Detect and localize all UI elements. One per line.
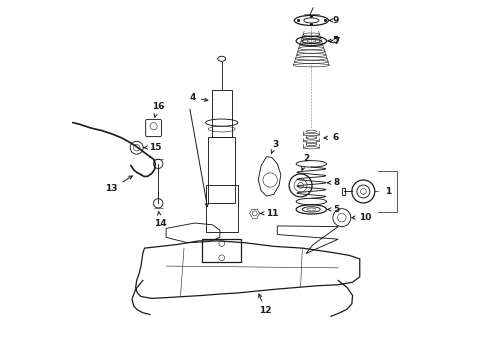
Text: 9: 9	[329, 16, 339, 25]
Text: 14: 14	[154, 212, 167, 228]
Text: 10: 10	[352, 213, 371, 222]
Text: 5: 5	[328, 36, 339, 45]
Text: 4: 4	[190, 93, 208, 102]
Text: 7: 7	[330, 37, 340, 46]
Text: 8: 8	[327, 178, 340, 187]
Text: 11: 11	[260, 209, 279, 218]
Text: 13: 13	[105, 176, 132, 193]
Text: 16: 16	[152, 102, 164, 117]
Text: 15: 15	[144, 143, 162, 152]
Text: 12: 12	[259, 294, 272, 315]
Text: 3: 3	[271, 140, 278, 154]
Text: 5: 5	[328, 205, 340, 214]
Bar	[202, 239, 242, 262]
Text: 2: 2	[302, 154, 310, 170]
Text: 6: 6	[324, 133, 339, 142]
Text: 1: 1	[385, 187, 391, 196]
